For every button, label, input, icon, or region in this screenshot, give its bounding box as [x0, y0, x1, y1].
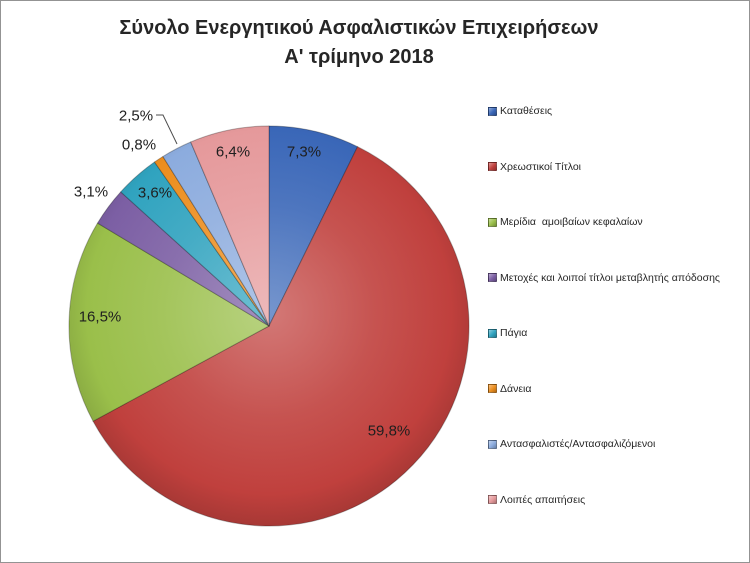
slice-label-5: 0,8%	[122, 137, 156, 154]
legend-item-5[interactable]: Δάνεια	[488, 382, 531, 396]
slice-label-0: 7,3%	[287, 144, 321, 161]
legend-item-4[interactable]: Πάγια	[488, 326, 527, 340]
pie-slice-7[interactable]	[190, 125, 270, 327]
pie-slice-0[interactable]	[268, 125, 359, 327]
legend-swatch-5	[488, 384, 497, 393]
chart-legend: Καταθέσεις Χρεωστικοί Τίτλοι Μερίδια αμοιβ…	[488, 1, 749, 562]
slice-label-2: 16,5%	[79, 309, 122, 326]
legend-item-2[interactable]: Μερίδια αμοιβαίων κεφαλαίων	[488, 215, 643, 229]
legend-swatch-6	[488, 439, 497, 449]
chart-title: Σύνολο Ενεργητικού Ασφαλιστικών Επιχειρή…	[1, 14, 717, 72]
legend-item-0[interactable]: Καταθέσεις	[488, 104, 552, 118]
slice-label-7: 6,4%	[216, 144, 250, 161]
legend-swatch-0	[488, 106, 497, 116]
slice-label-1: 59,8%	[368, 423, 411, 440]
legend-item-7[interactable]: Λοιπές απαιτήσεις	[488, 493, 585, 507]
pie-slice-1[interactable]	[92, 146, 470, 527]
legend-swatch-2	[488, 217, 497, 227]
slice-label-3: 3,1%	[74, 184, 108, 201]
legend-label-5: Δάνεια	[500, 382, 532, 395]
pie-slice-3[interactable]	[97, 191, 270, 327]
legend-swatch-4	[488, 328, 497, 338]
legend-swatch-1	[488, 162, 497, 171]
legend-item-1[interactable]: Χρεωστικοί Τίτλοι	[488, 160, 581, 174]
chart-title-line2: Α' τρίμηνο 2018	[284, 46, 434, 68]
legend-item-6[interactable]: Αντασφαλιστές/Αντασφαλιζόμενοι	[488, 437, 655, 451]
legend-label-1: Χρεωστικοί Τίτλοι	[500, 160, 581, 173]
legend-item-3[interactable]: Μετοχές και λοιποί τίτλοι μεταβλητής από…	[488, 271, 720, 285]
legend-label-7: Λοιπές απαιτήσεις	[500, 493, 586, 506]
chart-title-line1: Σύνολο Ενεργητικού Ασφαλιστικών Επιχειρή…	[119, 17, 599, 39]
legend-label-3: Μετοχές και λοιποί τίτλοι μεταβλητής από…	[500, 271, 720, 284]
legend-swatch-3	[488, 273, 497, 282]
pie-slice-4[interactable]	[120, 161, 270, 327]
pie-slice-5[interactable]	[154, 156, 270, 327]
pie-slice-6[interactable]	[162, 141, 270, 327]
slice-label-4: 3,6%	[138, 185, 172, 202]
legend-label-6: Αντασφαλιστές/Αντασφαλιζόμενοι	[500, 438, 656, 450]
pie-slice-2[interactable]	[68, 222, 270, 422]
label-leader-line	[156, 114, 178, 145]
slice-label-6: 2,5%	[119, 108, 153, 125]
legend-swatch-7	[488, 495, 497, 504]
legend-label-2: Μερίδια αμοιβαίων κεφαλαίων	[500, 216, 643, 228]
legend-label-0: Καταθέσεις	[500, 105, 553, 117]
legend-label-4: Πάγια	[500, 327, 528, 339]
